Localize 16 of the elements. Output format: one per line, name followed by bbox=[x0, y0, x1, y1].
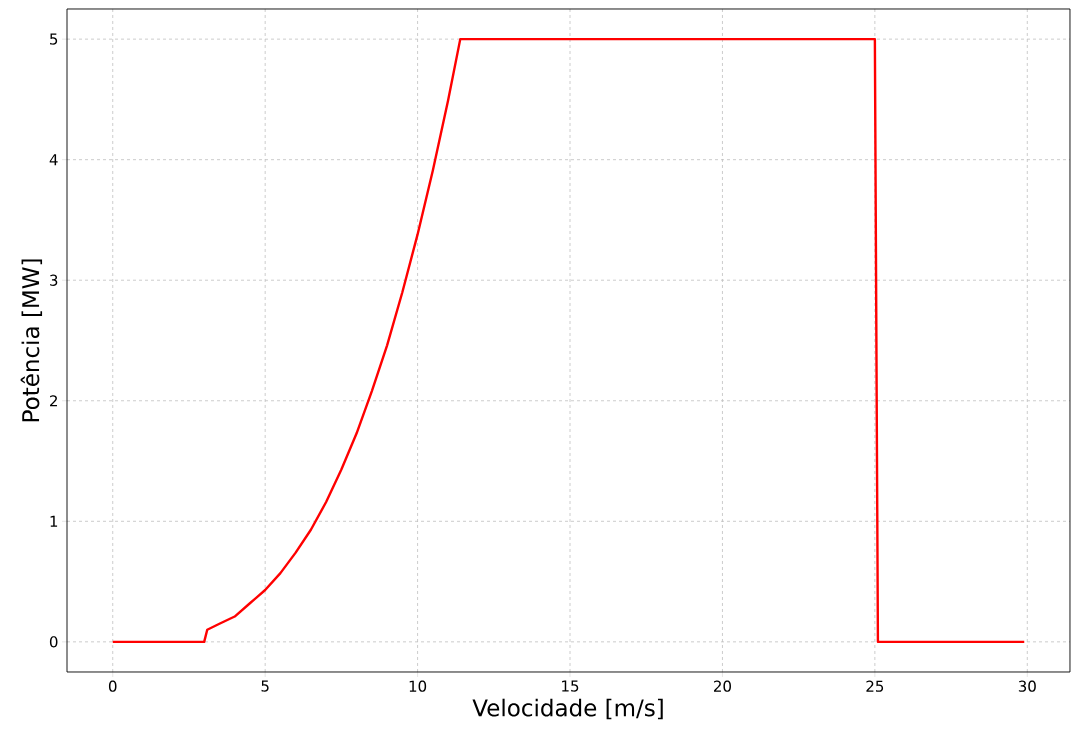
x-tick-label: 20 bbox=[714, 680, 731, 692]
x-tick-label: 5 bbox=[261, 680, 269, 692]
y-tick-label: 4 bbox=[49, 154, 58, 166]
x-axis-title: Velocidade [m/s] bbox=[472, 698, 663, 720]
y-tick-label: 0 bbox=[49, 636, 58, 648]
x-tick-label: 0 bbox=[108, 680, 117, 692]
y-tick-label: 1 bbox=[50, 515, 58, 527]
x-tick-label: 15 bbox=[562, 680, 579, 692]
x-tick-label: 10 bbox=[409, 680, 427, 692]
y-axis-title: Potência [MW] bbox=[20, 259, 43, 422]
line-series bbox=[111, 37, 1026, 644]
y-tick-label: 3 bbox=[50, 274, 58, 286]
y-tick-label: 2 bbox=[50, 395, 57, 407]
x-tick-label: 25 bbox=[866, 680, 884, 692]
x-tick-label: 30 bbox=[1018, 680, 1036, 692]
y-tick-label: 5 bbox=[50, 33, 58, 45]
